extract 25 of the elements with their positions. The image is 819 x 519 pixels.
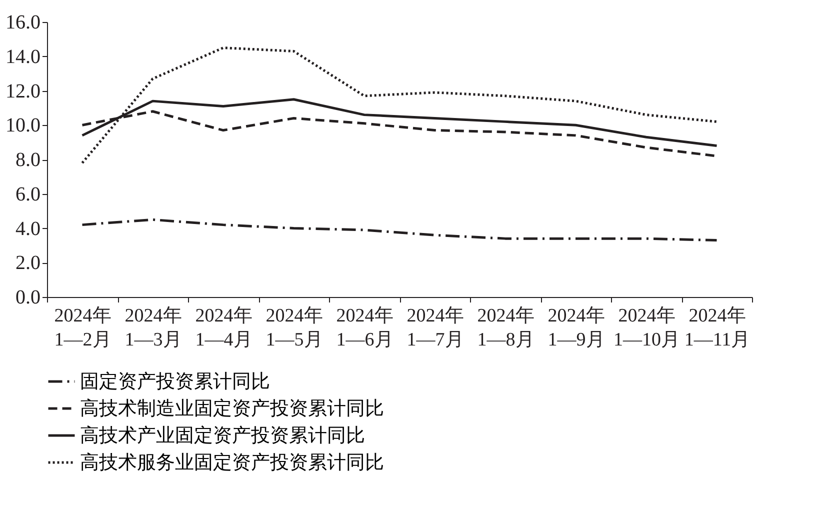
legend-label: 高技术产业固定资产投资累计同比: [80, 424, 365, 446]
x-tick-label: 2024年 1—9月: [548, 306, 605, 350]
x-tick-label: 2024年 1—6月: [336, 306, 394, 350]
y-tick-label: 16.0: [6, 12, 40, 34]
x-tick-label: 2024年 1—10月: [614, 306, 680, 350]
x-tick-label: 2024年 1—5月: [266, 306, 323, 350]
y-tick-label: 8.0: [16, 149, 40, 171]
y-tick-label: 0.0: [16, 286, 40, 308]
y-tick-label: 6.0: [16, 183, 40, 206]
x-tick-label: 2024年 1—8月: [477, 306, 534, 350]
y-tick-label: 14.0: [6, 46, 40, 68]
line-series: [81, 46, 718, 164]
x-tick-label: 2024年 1—3月: [124, 306, 182, 350]
y-tick-label: 12.0: [6, 80, 40, 102]
x-tick-label: 2024年 1—4月: [195, 306, 252, 350]
x-tick-label: 2024年 1—7月: [406, 306, 464, 350]
y-tick-label: 4.0: [16, 218, 40, 240]
legend-label: 高技术服务业固定资产投资累计同比: [80, 452, 384, 474]
y-tick-label: 10.0: [6, 114, 40, 137]
x-tick-label: 2024年 1—11月: [684, 306, 750, 350]
y-tick-label: 2.0: [16, 252, 40, 274]
x-tick-label: 2024年 1—2月: [54, 306, 112, 350]
legend-label: 高技术制造业固定资产投资累计同比: [80, 398, 384, 420]
legend-label: 固定资产投资累计同比: [80, 370, 270, 392]
line-series: [81, 218, 718, 242]
